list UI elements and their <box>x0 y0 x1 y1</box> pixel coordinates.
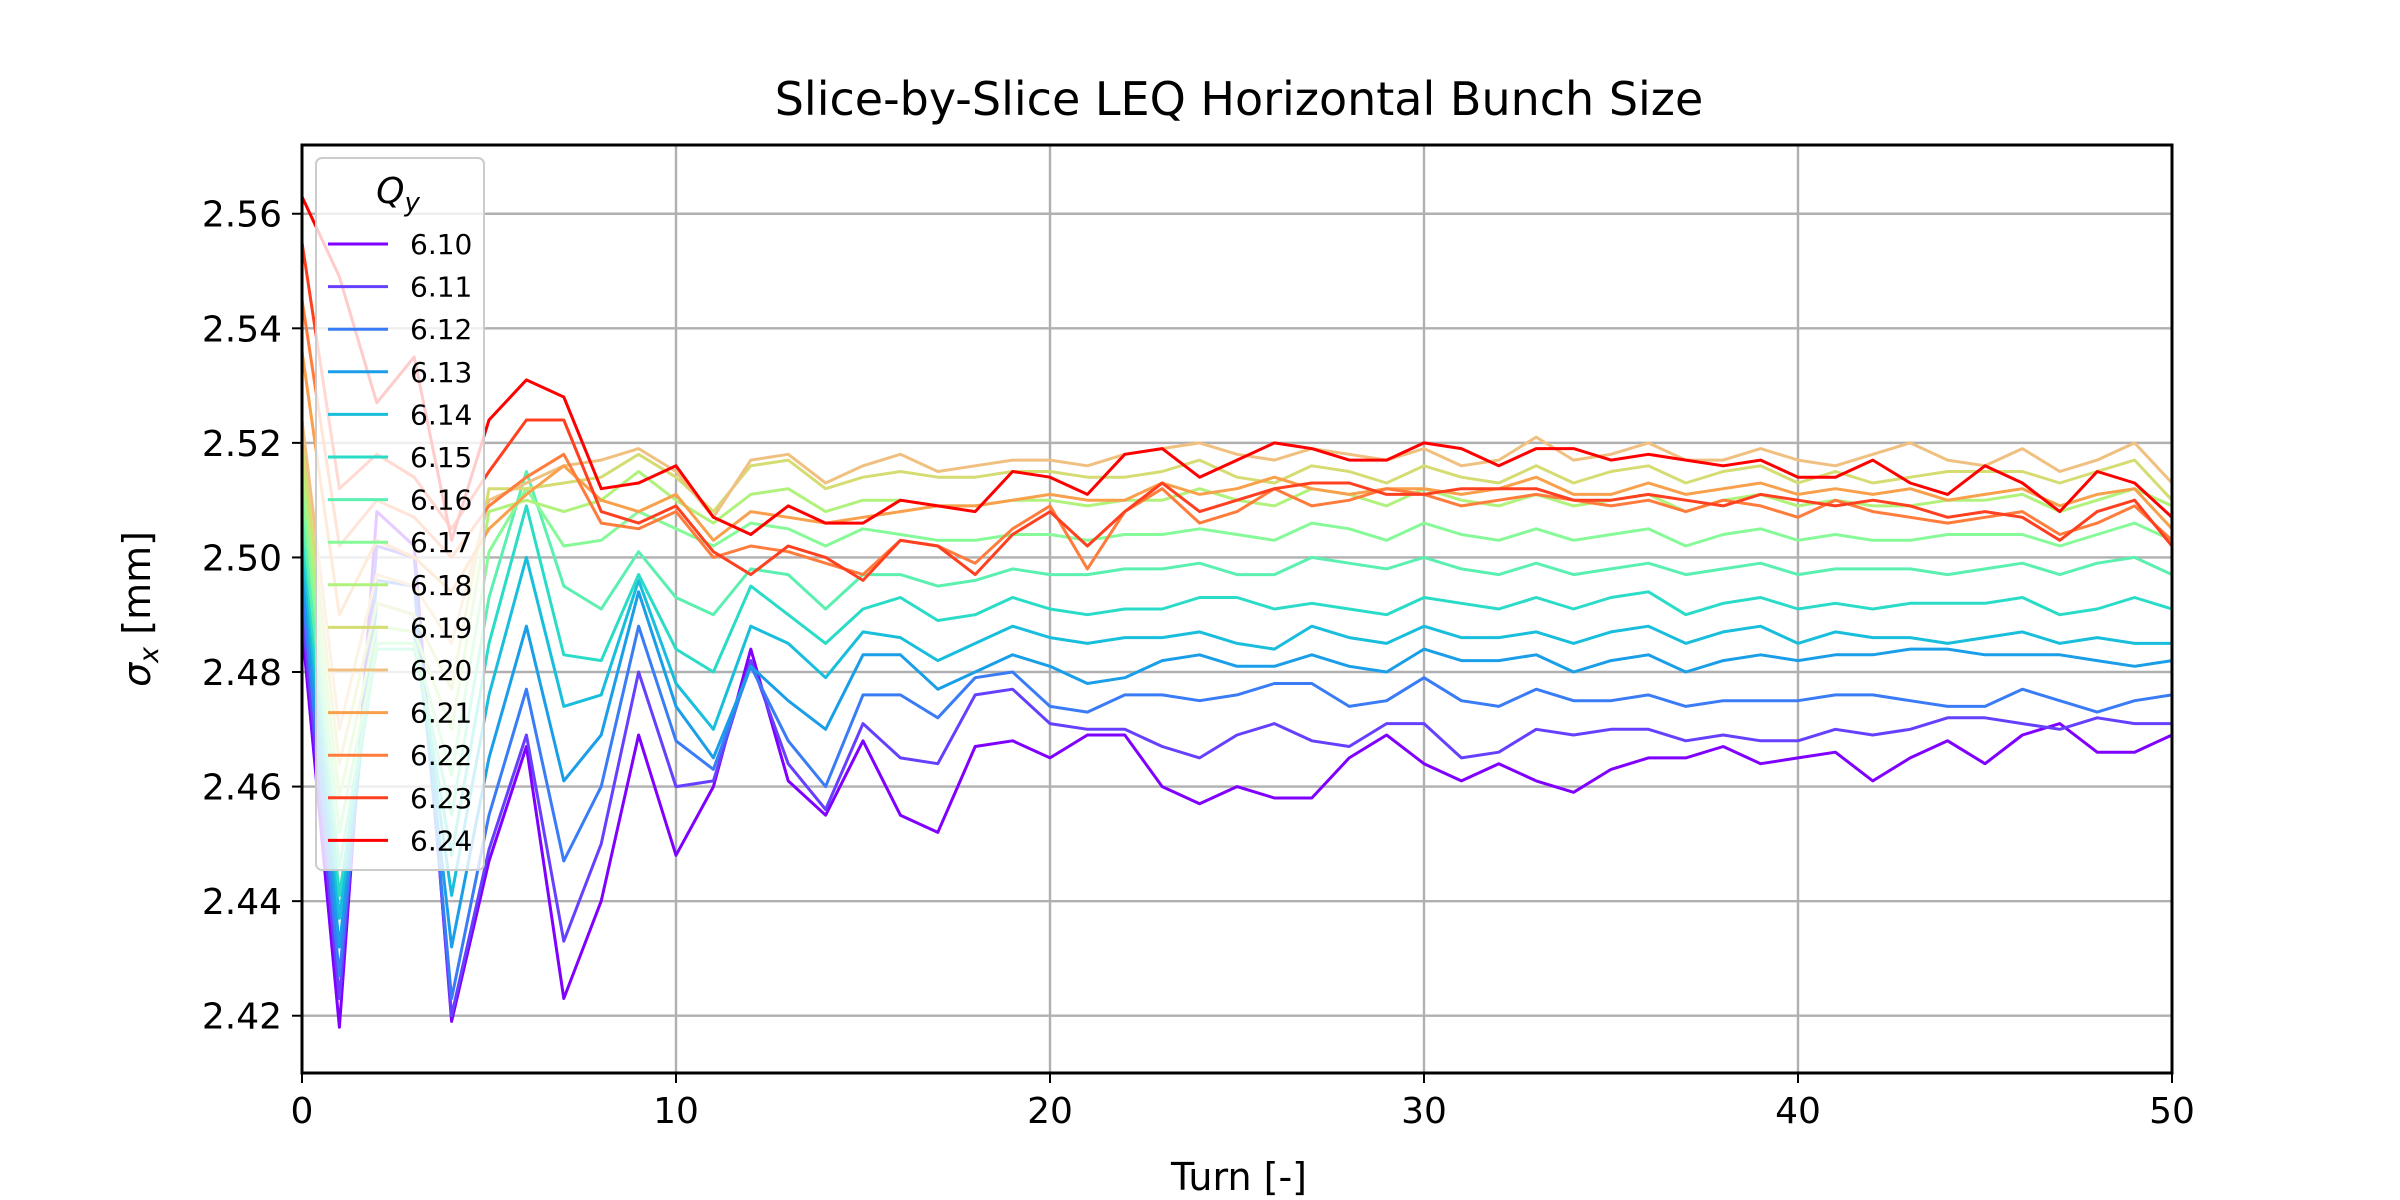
series-line-6.24 <box>300 195 2174 542</box>
legend-label: 6.21 <box>410 697 472 730</box>
chart-title: Slice-by-Slice LEQ Horizontal Bunch Size <box>775 72 1704 126</box>
plot-frame <box>300 143 2174 1075</box>
legend-label: 6.23 <box>410 782 472 815</box>
legend-title-symbol: Q <box>376 171 404 212</box>
series-line-6.13 <box>300 563 2173 949</box>
x-tick-label: 40 <box>1775 1091 1821 1132</box>
x-axis-label: Turn [-] <box>1170 1155 1307 1199</box>
y-tick-label: 2.46 <box>202 768 282 809</box>
y-tick-label: 2.48 <box>202 653 282 694</box>
y-axis-label-symbol: σ <box>115 661 159 687</box>
y-tick-label: 2.44 <box>202 882 282 923</box>
legend-label: 6.11 <box>410 271 472 304</box>
legend-title: Qy <box>376 171 420 218</box>
x-tick-label: 10 <box>653 1091 699 1132</box>
legend-label: 6.12 <box>410 313 472 346</box>
series-line-6.20 <box>300 419 2174 731</box>
legend-label: 6.13 <box>410 356 472 389</box>
legend-label: 6.15 <box>410 441 472 474</box>
y-tick-label: 2.42 <box>202 997 282 1038</box>
y-axis-label-space <box>115 635 159 647</box>
legend-label: 6.24 <box>410 824 472 857</box>
series-line-6.15 <box>300 504 2173 897</box>
series-line-6.14 <box>300 545 2172 920</box>
y-axis-label-unit: [mm] <box>115 531 159 635</box>
legend-items: 6.10 6.11 6.12 6.13 6.14 6.15 6.16 6.17 6.18 6.19… <box>328 228 472 857</box>
y-axis-label: σx [mm] <box>115 531 165 687</box>
legend-label: 6.20 <box>410 654 472 687</box>
series-line-6.17 <box>300 487 2173 834</box>
legend-label: 6.22 <box>410 739 472 772</box>
series-line-6.16 <box>300 470 2173 869</box>
series-line-6.10 <box>300 510 2173 1029</box>
legend-label: 6.17 <box>410 526 472 559</box>
legend-label: 6.10 <box>410 228 472 261</box>
legend-label: 6.14 <box>410 398 472 431</box>
axis-ticks: 0 10 20 30 40 50 2.42 2.44 2.46 2.48 2.50 2.52 2.54 2… <box>202 195 2195 1132</box>
y-tick-label: 2.54 <box>202 309 282 350</box>
y-tick-label: 2.50 <box>202 538 282 579</box>
series-line-6.12 <box>300 578 2173 1000</box>
y-axis-label-subscript: x <box>134 646 165 664</box>
legend-label: 6.16 <box>410 484 472 517</box>
series-line-6.19 <box>300 442 2174 766</box>
series-line-6.22 <box>300 299 2174 577</box>
legend-title-subscript: y <box>403 188 420 218</box>
x-tick-label: 30 <box>1401 1091 1447 1132</box>
legend: Qy 6.106.116.126.136.146.156.166.176.186… <box>315 157 485 871</box>
y-tick-label: 2.52 <box>202 424 282 465</box>
series-lines <box>300 195 2174 1029</box>
series-line-6.21 <box>300 350 2174 617</box>
legend-box <box>315 157 485 871</box>
legend-label: 6.18 <box>410 569 472 602</box>
x-tick-label: 20 <box>1027 1091 1073 1132</box>
y-tick-label: 2.56 <box>202 195 282 236</box>
series-line-6.11 <box>300 544 2172 1018</box>
series-line-6.23 <box>300 242 2174 582</box>
x-tick-label: 50 <box>2149 1091 2195 1132</box>
x-tick-label: 0 <box>291 1091 314 1132</box>
legend-label: 6.19 <box>410 611 472 644</box>
